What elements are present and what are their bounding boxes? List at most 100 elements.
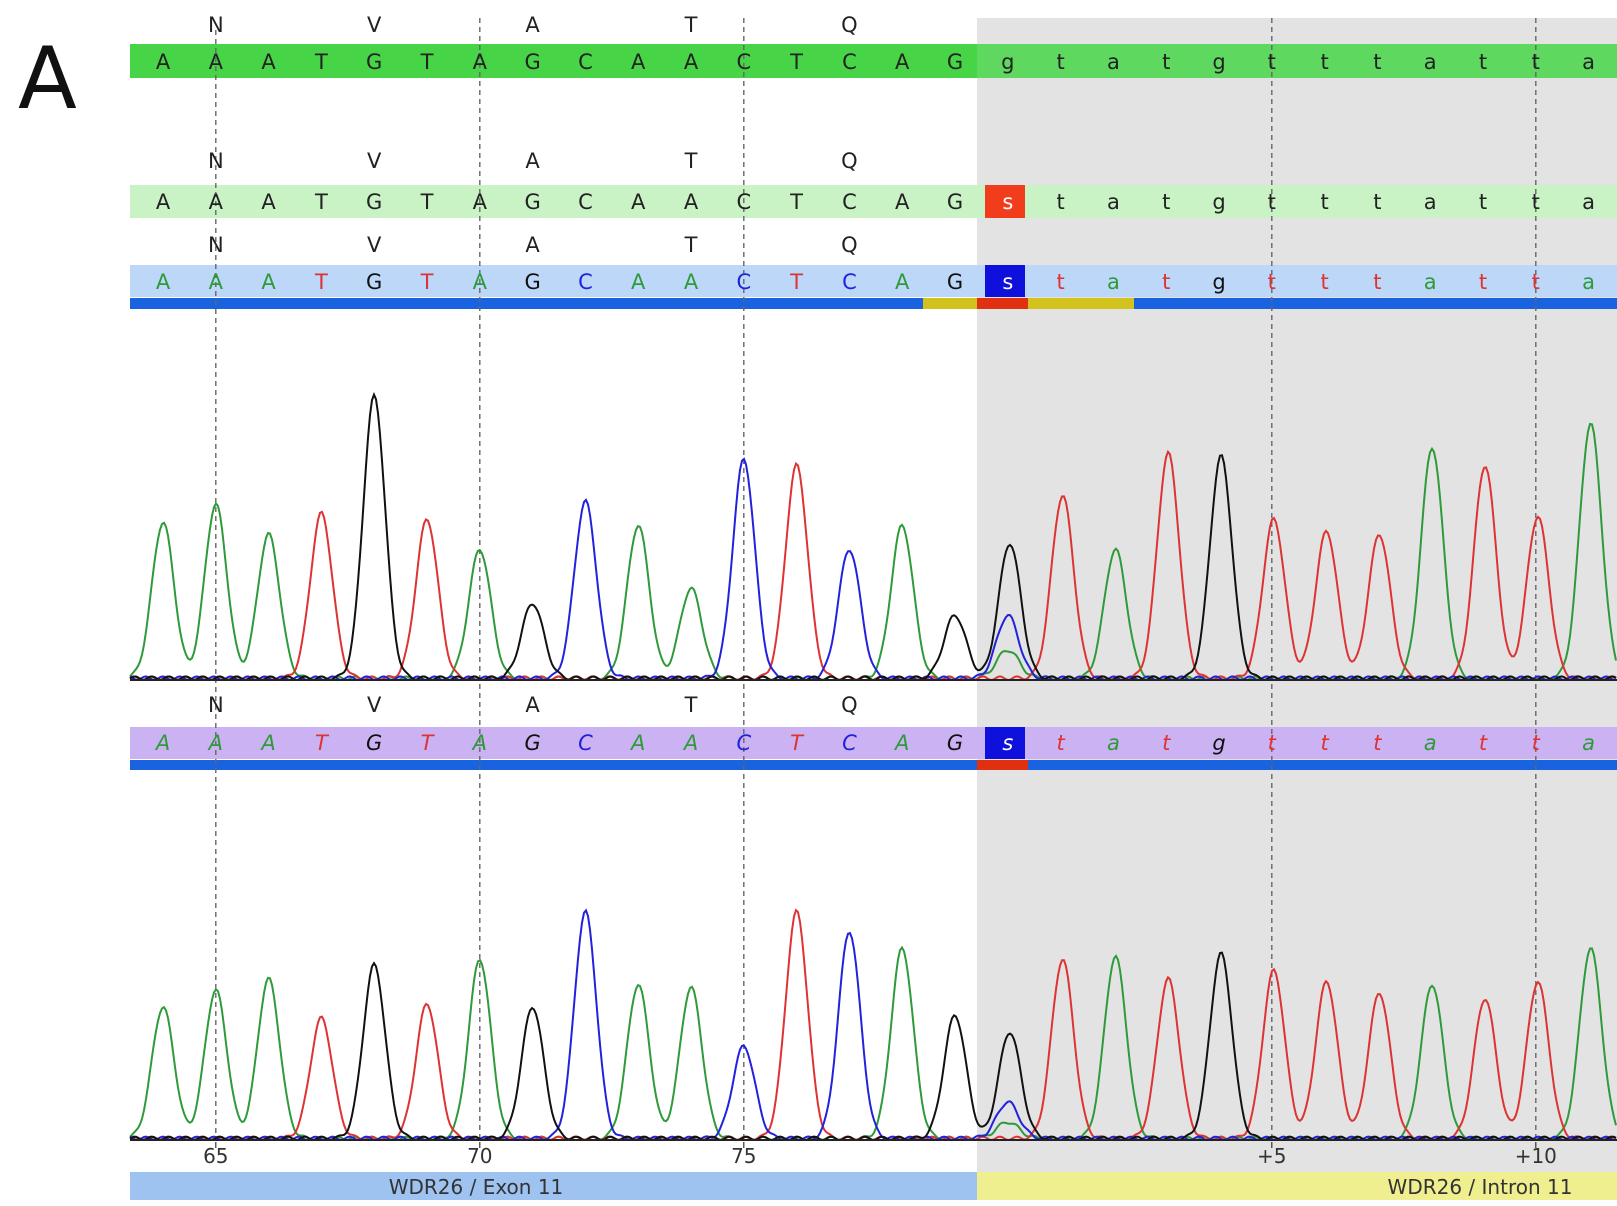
base-24: a [1424, 50, 1437, 74]
base-18: a [1107, 270, 1120, 294]
exon-region-bar [130, 1172, 977, 1200]
base-1: A [209, 190, 224, 214]
base-7: G [524, 731, 540, 755]
amino-acid-label: Q [841, 13, 858, 37]
base-14: A [895, 190, 910, 214]
base-26: t [1532, 731, 1541, 755]
base-23: t [1373, 190, 1381, 214]
amino-acid-label: T [684, 233, 698, 257]
base-12: T [789, 190, 803, 214]
ruler-label-3: +5 [1257, 1144, 1286, 1168]
position-ruler: 65 70 75 +5 +10 [203, 1142, 1557, 1168]
amino-acid-label: N [208, 13, 224, 37]
base-12: T [789, 50, 803, 74]
base-27: a [1582, 50, 1595, 74]
base-25: t [1479, 731, 1488, 755]
amino-acid-label: A [525, 13, 540, 37]
amino-acid-label: A [525, 233, 540, 257]
exon-region-label: WDR26 / Exon 11 [389, 1175, 564, 1199]
base-25: t [1479, 50, 1487, 74]
base-19: t [1162, 190, 1170, 214]
base-4: G [366, 731, 382, 755]
base-20: g [1212, 50, 1225, 74]
base-10: A [684, 270, 699, 294]
base-21: t [1268, 190, 1276, 214]
base-17: t [1056, 270, 1064, 294]
base-9: A [631, 50, 646, 74]
amino-acid-label: Q [841, 693, 858, 717]
base-7: G [524, 190, 540, 214]
amino-acid-label: V [367, 13, 382, 37]
base-19: t [1162, 731, 1171, 755]
base-18: a [1107, 731, 1120, 755]
base-13: C [842, 270, 857, 294]
base-14: A [895, 270, 910, 294]
base-7: G [524, 50, 540, 74]
ruler-label-1: 70 [467, 1144, 492, 1168]
base-27: a [1582, 731, 1595, 755]
base-18: a [1107, 190, 1120, 214]
variant-highlight-sample2 [985, 727, 1025, 759]
base-8: C [578, 731, 593, 755]
base-11: C [736, 190, 751, 214]
consensus-row-background [130, 185, 1617, 218]
base-23: t [1373, 270, 1381, 294]
base-21: t [1268, 270, 1276, 294]
base-27: a [1582, 190, 1595, 214]
amino-acid-label: V [367, 693, 382, 717]
base-0: A [156, 190, 171, 214]
base-17: t [1056, 190, 1064, 214]
sample1-row-background [130, 265, 1617, 297]
sample2-quality-bar [130, 760, 1617, 770]
base-6: A [471, 731, 487, 755]
base-7: G [524, 270, 540, 294]
base-23: t [1373, 731, 1382, 755]
base-21: t [1268, 731, 1277, 755]
base-26: t [1532, 190, 1540, 214]
base-20: g [1212, 270, 1225, 294]
base-19: t [1162, 50, 1170, 74]
base-13: C [842, 50, 857, 74]
base-16: s [1002, 731, 1013, 755]
base-2: A [261, 190, 276, 214]
base-25: t [1479, 190, 1487, 214]
base-8: C [578, 190, 593, 214]
base-21: t [1268, 50, 1276, 74]
base-5: T [420, 190, 434, 214]
base-1: A [207, 731, 223, 755]
amino-acid-label: N [208, 149, 224, 173]
base-1: A [209, 270, 224, 294]
base-12: T [790, 731, 805, 755]
base-11: C [736, 731, 751, 755]
amino-acid-label: N [208, 693, 224, 717]
base-10: A [684, 190, 699, 214]
base-11: C [736, 270, 751, 294]
base-25: t [1479, 270, 1487, 294]
base-0: A [154, 731, 170, 755]
base-3: T [314, 190, 328, 214]
base-9: A [631, 270, 646, 294]
base-12: T [789, 270, 803, 294]
base-0: A [156, 50, 171, 74]
base-6: A [473, 270, 488, 294]
base-17: t [1056, 731, 1065, 755]
amino-acid-label: T [684, 693, 698, 717]
base-15: G [947, 731, 963, 755]
intron-region-label: WDR26 / Intron 11 [1388, 1175, 1573, 1199]
base-8: C [578, 270, 593, 294]
base-5: T [421, 731, 436, 755]
base-6: A [473, 50, 488, 74]
sample1-quality-bar [130, 298, 1617, 309]
base-16: g [1001, 50, 1014, 74]
ruler-label-4: +10 [1515, 1144, 1557, 1168]
base-18: a [1107, 50, 1120, 74]
base-20: g [1212, 190, 1225, 214]
amino-acid-label: A [525, 693, 540, 717]
amino-acid-label: T [684, 149, 698, 173]
